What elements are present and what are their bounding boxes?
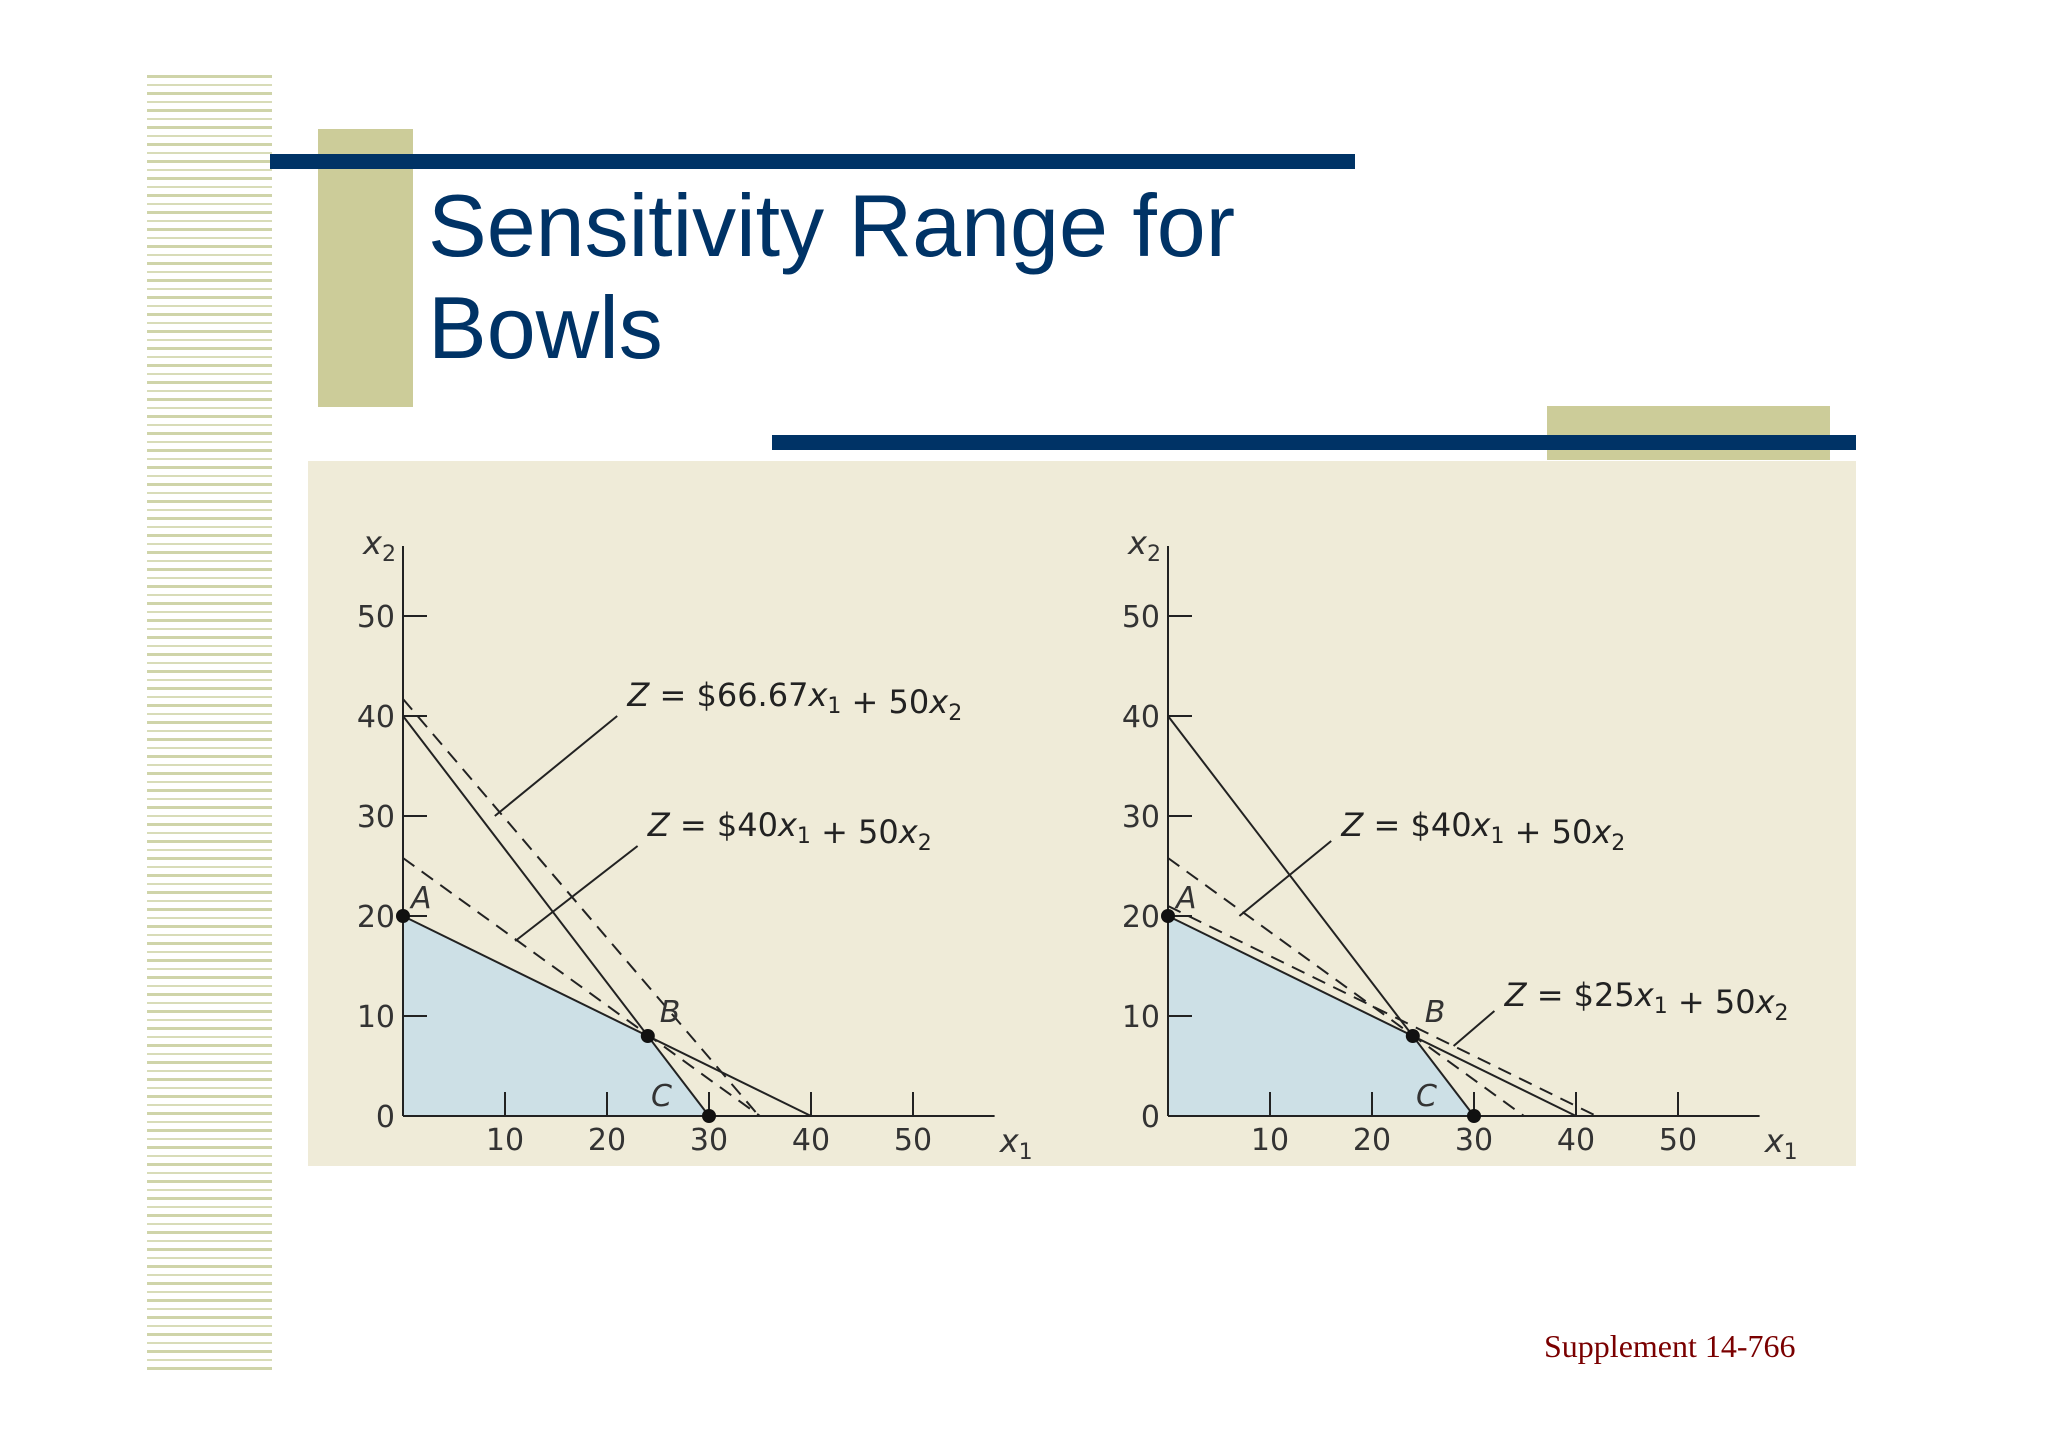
constraint-line-2: [1167, 715, 1475, 1117]
x-tick-label: 40: [792, 1123, 830, 1158]
corner-label-b: B: [1425, 995, 1446, 1030]
x-tick-label: 30: [690, 1123, 728, 1158]
x-tick-label: 10: [486, 1123, 524, 1158]
x-tick-label: 20: [1353, 1123, 1391, 1158]
corner-point-b: [640, 1029, 655, 1043]
annotation-label: Z = $40x1 + 50x2: [647, 806, 932, 856]
title-accent-block: [318, 129, 413, 407]
constraint-line-1: [1167, 915, 1577, 1117]
x-tick-label: 50: [1659, 1123, 1697, 1158]
x-tick-label: 40: [1557, 1123, 1595, 1158]
figure-panel: 0 10 20 30 40 50 10 20 30 40 50 x2 x1 A B C Z = $66.67x1…: [308, 461, 1856, 1166]
corner-point-a: [1161, 909, 1175, 923]
annotation-label: Z = $25x1 + 50x2: [1504, 976, 1789, 1026]
chart-1: 0 10 20 30 40 50 10 20 30 40 50 x2 x1 A B C Z = $66.67x1…: [357, 524, 1033, 1165]
charts-svg: 0 10 20 30 40 50 10 20 30 40 50 x2 x1 A B C Z = $66.67x1…: [357, 524, 1798, 1165]
y-tick-label: 40: [357, 700, 395, 735]
decorative-stripes: [147, 75, 272, 1370]
y-tick-label: 10: [1122, 1000, 1160, 1035]
constraint-line-2: [402, 715, 710, 1117]
x-axis-label: x1: [1764, 1122, 1798, 1165]
title-bottom-bar: [772, 435, 1856, 450]
y-tick-label: 40: [1122, 700, 1160, 735]
y-tick-label: 50: [1122, 600, 1160, 635]
annotation-pointer-1: [494, 715, 618, 817]
x-tick-label: 30: [1455, 1123, 1493, 1158]
objective-line-2: [402, 857, 761, 1117]
slide-footer: Supplement 14-766: [1544, 1328, 1796, 1364]
annotation-pointer-2: [1452, 1010, 1496, 1047]
annotation-pointer-1: [1238, 840, 1332, 917]
y-axis-label: x2: [1127, 524, 1161, 567]
corner-label-a: A: [409, 881, 432, 916]
slide-title: Sensitivity Range for Bowls: [428, 175, 1408, 379]
title-top-bar: [270, 154, 1355, 169]
annotation-pointer-2: [514, 845, 639, 942]
y-tick-label: 10: [357, 1000, 395, 1035]
chart-2: 0 10 20 30 40 50 10 20 30 40 50 x2 x1 A B C Z = $40x1 + …: [1122, 524, 1798, 1165]
corner-point-c: [702, 1109, 716, 1123]
corner-point-b: [1405, 1029, 1420, 1043]
x-tick-label: 10: [1251, 1123, 1289, 1158]
y-tick-label: 20: [357, 900, 395, 935]
annotation-label: Z = $40x1 + 50x2: [1340, 806, 1625, 856]
corner-label-b: B: [660, 995, 681, 1030]
right-accent-block: [1547, 406, 1830, 460]
objective-line-1: [1167, 857, 1525, 1117]
corner-point-c: [1467, 1109, 1481, 1123]
constraint-line-1: [402, 915, 812, 1117]
y-tick-label: 30: [1122, 800, 1160, 835]
annotation-label: Z = $66.67x1 + 50x2: [626, 676, 962, 726]
slide-title-line-2: Bowls: [428, 278, 663, 377]
corner-label-c: C: [1416, 1079, 1437, 1114]
y-tick-label: 50: [357, 600, 395, 635]
feasible-region: [1168, 916, 1474, 1116]
objective-line-2: [1167, 905, 1597, 1117]
y-tick-label: 20: [1122, 900, 1160, 935]
corner-label-a: A: [1174, 881, 1197, 916]
y-tick-label: 0: [1141, 1100, 1160, 1135]
x-tick-label: 20: [588, 1123, 626, 1158]
y-tick-label: 0: [376, 1100, 395, 1135]
y-tick-label: 30: [357, 800, 395, 835]
slide-title-line-1: Sensitivity Range for: [428, 176, 1236, 275]
x-axis-label: x1: [999, 1122, 1033, 1165]
feasible-region: [403, 916, 709, 1116]
y-axis-label: x2: [362, 524, 396, 567]
corner-point-a: [396, 909, 410, 923]
x-tick-label: 50: [894, 1123, 932, 1158]
corner-label-c: C: [651, 1079, 672, 1114]
